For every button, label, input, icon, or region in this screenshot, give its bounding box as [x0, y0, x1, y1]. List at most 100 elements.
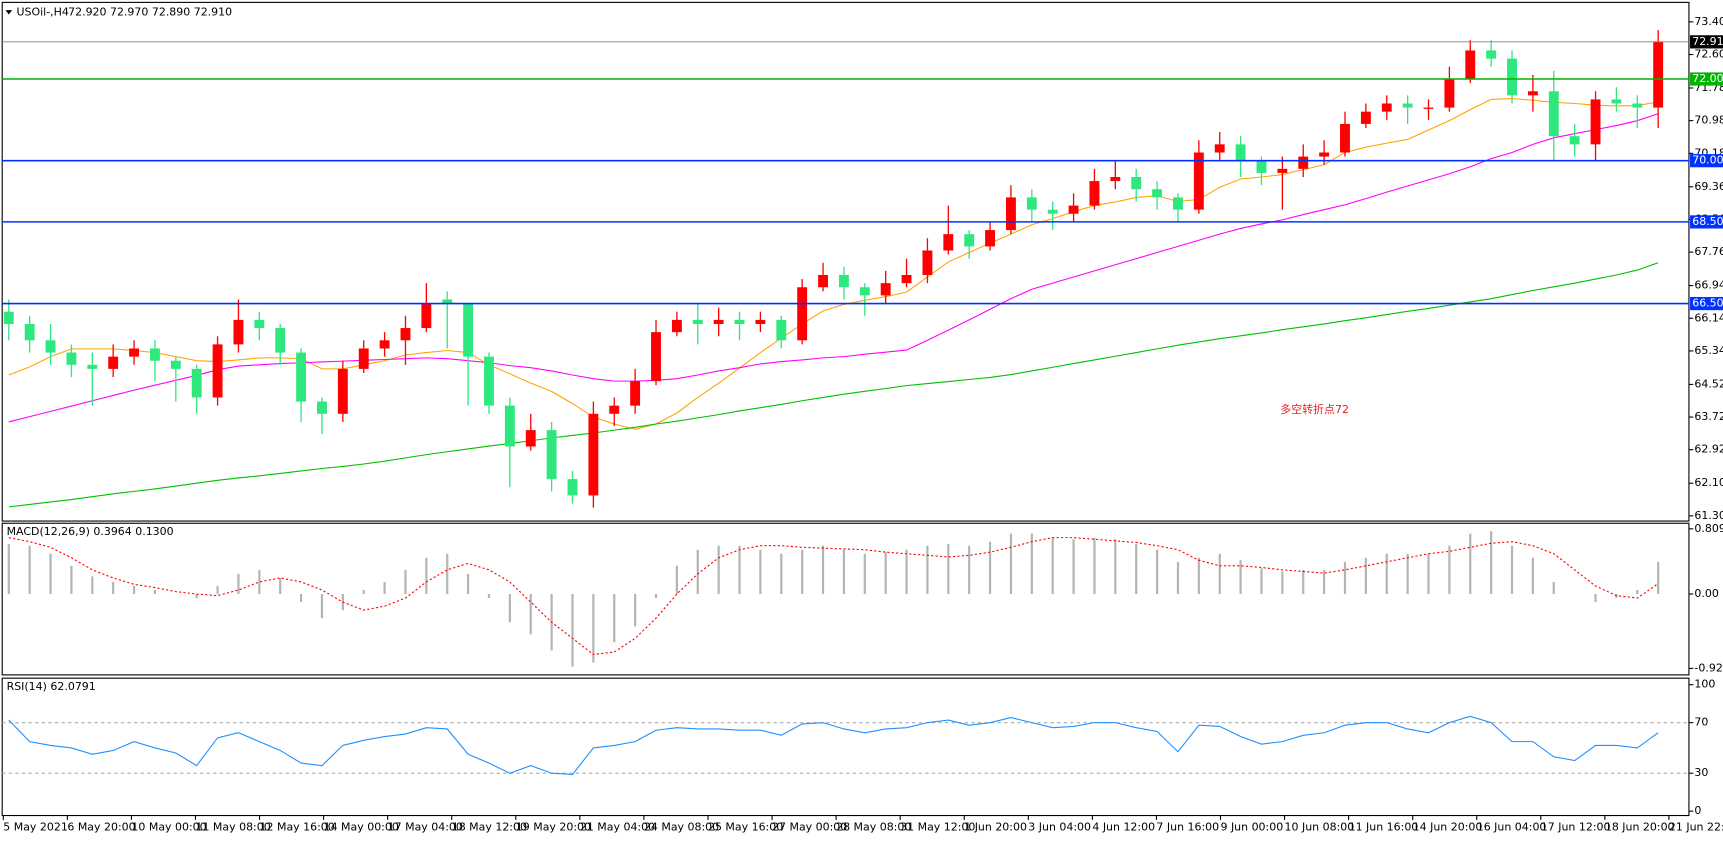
- x-tick-label: 3 Jun 04:00: [1028, 821, 1091, 834]
- candle-body: [1507, 58, 1517, 96]
- y-tick-label: 66.140: [1694, 311, 1723, 324]
- candle-body: [1068, 205, 1079, 214]
- x-tick-label: 17 Jun 12:00: [1541, 821, 1611, 834]
- price-label-box: [1690, 215, 1723, 229]
- x-tick-label: 5 May 2021: [3, 821, 68, 834]
- x-tick-label: 16 Jun 04:00: [1477, 821, 1547, 834]
- candle-body: [1381, 103, 1392, 112]
- menu-arrow[interactable]: [5, 10, 13, 15]
- candle-body: [296, 352, 307, 402]
- candle-body: [129, 348, 140, 357]
- candle-body: [1005, 197, 1016, 231]
- candle-body: [525, 430, 536, 447]
- candle-body: [1444, 79, 1455, 108]
- x-tick-label: 1 Jun 20:00: [964, 821, 1027, 834]
- x-tick-label: 19 May 20:00: [516, 821, 591, 834]
- candle-body: [87, 364, 98, 369]
- candle-body: [212, 344, 223, 398]
- macd-signal: [8, 537, 1659, 656]
- candle-body: [880, 283, 891, 296]
- candle-body: [149, 348, 160, 361]
- candle-body: [1360, 111, 1371, 124]
- price-label: 72.910: [1692, 35, 1723, 48]
- x-tick-label: 17 May 04:00: [388, 821, 463, 834]
- candle-body: [1486, 50, 1497, 59]
- price-label: 66.500: [1692, 297, 1723, 310]
- candle-body: [1235, 144, 1246, 161]
- candle-body: [588, 413, 599, 496]
- candle-body: [1590, 99, 1601, 145]
- x-tick-label: 27 May 00:00: [772, 821, 847, 834]
- candle-body: [1047, 209, 1058, 214]
- candle-body: [442, 299, 453, 304]
- y-tick-label: 70.980: [1694, 114, 1723, 127]
- symbol-title: USOil-,H4: [16, 5, 68, 18]
- y-tick-label: 62.920: [1694, 443, 1723, 456]
- x-tick-label: 25 May 16:00: [708, 821, 783, 834]
- candle-body: [1319, 152, 1330, 157]
- y-tick-label: 67.760: [1694, 245, 1723, 258]
- price-label-box: [1690, 154, 1723, 168]
- moving-average: [8, 262, 1659, 508]
- candle-body: [337, 368, 348, 414]
- y-tick-label: 64.520: [1694, 377, 1723, 390]
- candle-body: [233, 319, 244, 345]
- candle-body: [1131, 177, 1142, 190]
- candle-body: [3, 311, 14, 324]
- candle-body: [1402, 103, 1413, 108]
- macd-title: MACD(12,26,9) 0.3964 0.1300: [7, 525, 174, 538]
- candle-body: [1569, 136, 1580, 145]
- y-tick-label: 63.720: [1694, 410, 1723, 423]
- price-label-box: [1690, 35, 1723, 49]
- y-tick-label: 0: [1694, 804, 1701, 817]
- candle-body: [1256, 160, 1267, 173]
- candle-body: [651, 332, 661, 382]
- candle-body: [317, 401, 327, 414]
- x-tick-label: 4 Jun 12:00: [1092, 821, 1155, 834]
- moving-average: [8, 113, 1659, 423]
- candle-body: [463, 303, 474, 357]
- candle-body: [358, 348, 369, 369]
- y-tick-label: 61.300: [1694, 509, 1723, 522]
- x-tick-label: 10 May 00:00: [131, 821, 206, 834]
- x-tick-label: 18 May 12:00: [452, 821, 527, 834]
- candle-body: [776, 319, 787, 341]
- candle-body: [1465, 50, 1476, 80]
- annotation: 多空转折点72: [1280, 402, 1349, 416]
- rsi-title: RSI(14) 62.0791: [7, 680, 96, 693]
- candle-body: [254, 319, 265, 329]
- candle-body: [1423, 107, 1434, 109]
- candle-body: [66, 352, 77, 365]
- candle-body: [1632, 103, 1643, 108]
- quote: 72.920 72.970 72.890 72.910: [68, 5, 232, 18]
- x-tick-label: 21 Jun 22:00: [1669, 821, 1723, 834]
- candle-body: [108, 356, 119, 369]
- price-label-box: [1690, 72, 1723, 86]
- price-panel: [1, 1, 1690, 522]
- x-tick-label: 14 May 00:00: [324, 821, 399, 834]
- y-tick-label: 0.8095: [1694, 522, 1723, 535]
- candle-body: [421, 303, 432, 329]
- candle-body: [630, 381, 641, 406]
- candle-body: [1298, 156, 1309, 169]
- y-tick-label: 62.100: [1694, 476, 1723, 489]
- y-tick-label: 0.00: [1694, 587, 1718, 600]
- y-tick-label: 100: [1694, 678, 1715, 691]
- x-tick-label: 24 May 08:00: [644, 821, 719, 834]
- x-tick-label: 14 Jun 20:00: [1413, 821, 1483, 834]
- x-tick-label: 7 Jun 16:00: [1156, 821, 1219, 834]
- price-label: 68.500: [1692, 215, 1723, 228]
- candle-body: [400, 328, 411, 341]
- y-tick-label: 66.940: [1694, 279, 1723, 292]
- x-tick-label: 18 Jun 20:00: [1605, 821, 1675, 834]
- y-tick-label: 30: [1694, 766, 1708, 779]
- price-label: 70.000: [1692, 154, 1723, 167]
- candle-body: [484, 356, 494, 406]
- candle-body: [1653, 41, 1664, 108]
- candle-body: [1026, 197, 1037, 210]
- x-tick-label: 10 Jun 08:00: [1285, 821, 1355, 834]
- candle-body: [797, 287, 808, 341]
- price-label: 72.000: [1692, 72, 1723, 85]
